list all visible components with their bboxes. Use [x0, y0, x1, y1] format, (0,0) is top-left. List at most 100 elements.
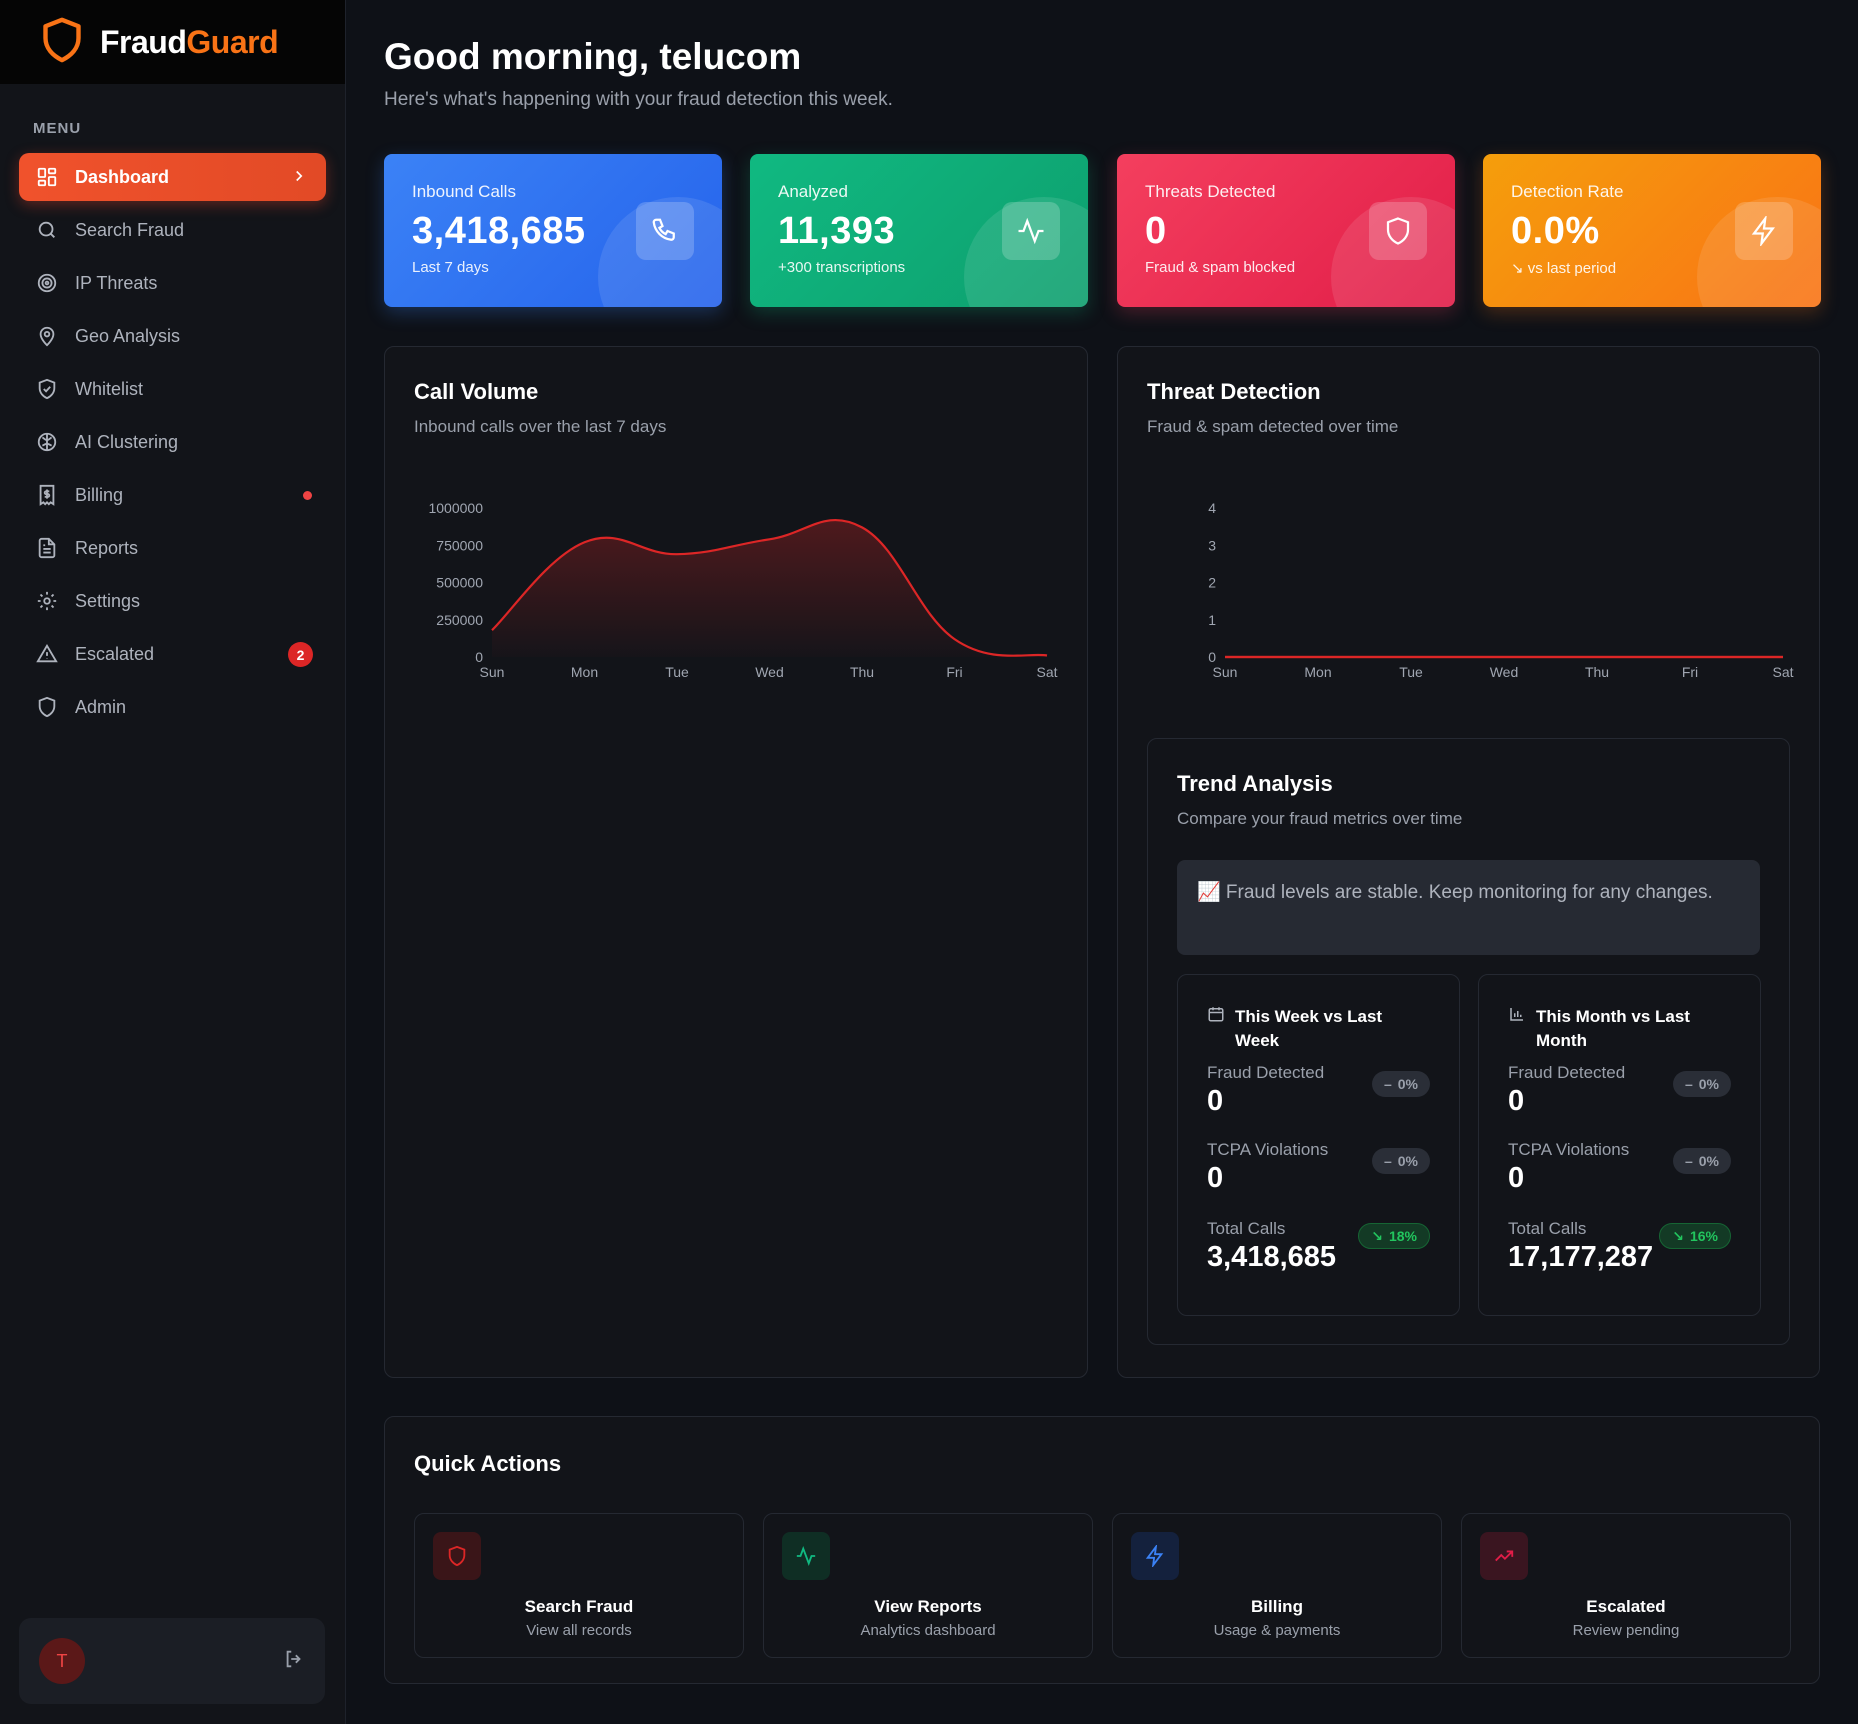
- stat-sub: Last 7 days: [412, 259, 489, 276]
- stat-value: 11,393: [778, 210, 896, 252]
- sidebar: FraudGuard MENU Dashboard Search Fraud I…: [0, 0, 346, 1724]
- activity-icon: [1002, 202, 1060, 260]
- sidebar-item-label: Geo Analysis: [75, 325, 181, 346]
- sidebar-item-ai-clustering[interactable]: AI Clustering: [19, 418, 326, 466]
- sidebar-item-admin[interactable]: Admin: [19, 683, 326, 731]
- metric-label: Fraud Detected: [1207, 1063, 1325, 1082]
- trending-down-icon: ↘: [1672, 1227, 1684, 1244]
- metric-label: Fraud Detected: [1508, 1063, 1626, 1082]
- x-tick-label: Sun: [480, 664, 505, 677]
- metric-total-calls: Total Calls 3,418,685 ↘ 18%: [1207, 1219, 1430, 1274]
- threat-detection-title: Threat Detection: [1147, 379, 1321, 404]
- chevron-right-icon: [290, 167, 308, 190]
- quick-actions-title: Quick Actions: [414, 1451, 562, 1476]
- x-tick-label: Wed: [1490, 664, 1519, 677]
- change-pill: –0%: [1371, 1071, 1430, 1097]
- dashboard-grid-icon: [35, 165, 59, 189]
- metric-total-calls: Total Calls 17,177,287 ↘ 16%: [1508, 1219, 1731, 1274]
- gear-icon: [35, 589, 59, 613]
- metric-label: TCPA Violations: [1207, 1140, 1329, 1159]
- sidebar-item-label: IP Threats: [75, 272, 158, 293]
- stat-label: Detection Rate: [1511, 182, 1624, 201]
- sidebar-item-label: Billing: [75, 484, 124, 505]
- x-tick-label: Sun: [1213, 664, 1238, 677]
- brain-icon: [35, 430, 59, 454]
- metric-label: Total Calls: [1207, 1219, 1286, 1238]
- y-tick-label: 250000: [436, 612, 483, 628]
- y-tick-label: 0: [475, 649, 483, 665]
- x-tick-label: Sat: [1036, 664, 1057, 677]
- flat-icon: –: [1684, 1076, 1693, 1092]
- stat-card-analyzed[interactable]: Analyzed 11,393 +300 transcriptions: [750, 154, 1088, 307]
- escalated-count-badge: 2: [288, 642, 313, 667]
- quick-actions-panel: Quick Actions Search Fraud View all reco…: [384, 1416, 1820, 1684]
- quick-action-title: Billing: [1251, 1597, 1303, 1616]
- zap-icon: [1735, 202, 1793, 260]
- shield-icon: [1369, 202, 1427, 260]
- x-tick-label: Sat: [1772, 664, 1793, 677]
- stat-sub: Fraud & spam blocked: [1145, 259, 1296, 276]
- map-pin-icon: [35, 324, 59, 348]
- zap-icon: [1131, 1532, 1179, 1580]
- page-title: Good morning, telucom: [384, 36, 802, 77]
- quick-action-view-reports[interactable]: View Reports Analytics dashboard: [763, 1513, 1093, 1658]
- sidebar-item-label: AI Clustering: [75, 431, 179, 452]
- user-profile: T: [19, 1618, 325, 1704]
- sidebar-item-escalated[interactable]: Escalated 2: [19, 630, 326, 678]
- metric-label: TCPA Violations: [1508, 1140, 1630, 1159]
- sidebar-item-label: Admin: [75, 696, 127, 717]
- stat-label: Inbound Calls: [412, 182, 516, 201]
- sidebar-item-dashboard[interactable]: Dashboard: [19, 153, 326, 201]
- y-tick-label: 500000: [436, 575, 483, 591]
- quick-action-search-fraud[interactable]: Search Fraud View all records: [414, 1513, 744, 1658]
- bar-chart-icon: [1508, 1005, 1526, 1053]
- area-fill: [492, 520, 1047, 657]
- sidebar-item-reports[interactable]: Reports: [19, 524, 326, 572]
- stat-card-detection-rate[interactable]: Detection Rate 0.0% ↘ vs last period: [1483, 154, 1821, 307]
- stat-label: Threats Detected: [1145, 182, 1276, 201]
- flat-icon: –: [1684, 1153, 1693, 1169]
- y-tick-label: 4: [1208, 500, 1216, 516]
- shield-icon: [35, 695, 59, 719]
- threat-detection-subtitle: Fraud & spam detected over time: [1147, 417, 1399, 436]
- quick-action-billing[interactable]: Billing Usage & payments: [1112, 1513, 1442, 1658]
- flat-icon: –: [1383, 1153, 1392, 1169]
- sidebar-item-label: Search Fraud: [75, 219, 185, 240]
- search-icon: [35, 218, 59, 242]
- sidebar-item-geo-analysis[interactable]: Geo Analysis: [19, 312, 326, 360]
- sidebar-item-ip-threats[interactable]: IP Threats: [19, 259, 326, 307]
- quick-action-subtitle: Usage & payments: [1213, 1622, 1341, 1639]
- sidebar-item-settings[interactable]: Settings: [19, 577, 326, 625]
- y-tick-label: 3: [1208, 537, 1216, 553]
- quick-action-escalated[interactable]: Escalated Review pending: [1461, 1513, 1791, 1658]
- sidebar-item-billing[interactable]: Billing: [19, 471, 326, 519]
- change-pill: –0%: [1672, 1148, 1731, 1174]
- page-subtitle: Here's what's happening with your fraud …: [384, 89, 893, 110]
- brand[interactable]: FraudGuard: [0, 0, 345, 84]
- sidebar-item-search-fraud[interactable]: Search Fraud: [19, 206, 326, 254]
- stat-card-threats-detected[interactable]: Threats Detected 0 Fraud & spam blocked: [1117, 154, 1455, 307]
- threat-detection-chart: 0 1 2 3 4 Sun Mon Tue Wed Thu Fri Sat: [1208, 500, 1793, 677]
- metric-tcpa-violations: TCPA Violations 0 –0%: [1508, 1140, 1731, 1195]
- trending-up-icon: [1480, 1532, 1528, 1580]
- stat-sub: +300 transcriptions: [778, 259, 906, 276]
- logout-icon[interactable]: [283, 1648, 305, 1675]
- month-comparison: This Month vs Last Month Fraud Detected …: [1478, 974, 1761, 1316]
- quick-action-subtitle: Analytics dashboard: [860, 1622, 996, 1639]
- stat-card-inbound-calls[interactable]: Inbound Calls 3,418,685 Last 7 days: [384, 154, 722, 307]
- call-volume-subtitle: Inbound calls over the last 7 days: [414, 417, 667, 436]
- trending-down-icon: ↘: [1371, 1227, 1383, 1244]
- week-comparison-title: This Week vs Last Week: [1235, 1007, 1383, 1050]
- metric-value: 0: [1207, 1162, 1224, 1194]
- sidebar-item-whitelist[interactable]: Whitelist: [19, 365, 326, 413]
- sidebar-nav: Dashboard Search Fraud IP Threats Geo An…: [0, 153, 345, 731]
- week-comparison: This Week vs Last Week Fraud Detected 0 …: [1177, 974, 1460, 1316]
- trend-note: 📈 Fraud levels are stable. Keep monitori…: [1177, 860, 1760, 955]
- metric-value: 17,177,287: [1508, 1241, 1654, 1273]
- metric-fraud-detected: Fraud Detected 0 –0%: [1207, 1063, 1430, 1118]
- change-pill: –0%: [1672, 1071, 1731, 1097]
- x-tick-label: Thu: [1585, 664, 1609, 677]
- sidebar-item-label: Reports: [75, 537, 139, 558]
- change-pill: ↘ 16%: [1659, 1223, 1731, 1249]
- avatar[interactable]: T: [39, 1638, 85, 1684]
